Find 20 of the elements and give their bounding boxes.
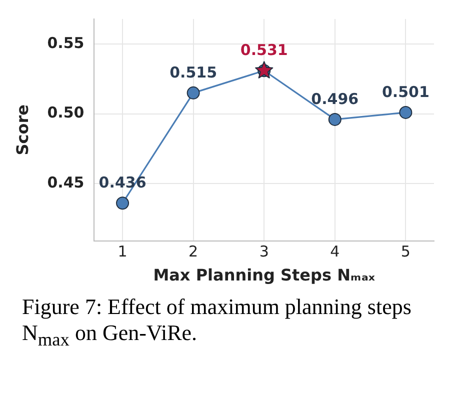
point <box>255 61 274 78</box>
data-label: 0.501 <box>382 82 430 101</box>
x-tick-label: 5 <box>400 242 410 261</box>
x-tick-label: 3 <box>259 242 269 261</box>
point <box>399 106 412 119</box>
y-tick-label: 0.55 <box>47 34 84 52</box>
x-tick-label: 4 <box>330 242 340 261</box>
y-tick-label: 0.50 <box>47 104 84 122</box>
data-label: 0.496 <box>311 90 359 108</box>
data-label: 0.515 <box>170 63 218 82</box>
caption: Figure 7: Effect of maximum planning steps N$_{max}$ on Gen-ViRe. <box>21 293 412 352</box>
x-axis-title: Max Planning Steps Nₘₐₓ <box>153 266 376 285</box>
y-axis-title: Score <box>12 104 32 156</box>
point <box>116 196 130 210</box>
point <box>186 86 200 100</box>
data-label: 0.531 <box>240 41 288 60</box>
point <box>328 112 342 126</box>
x-tick-label: 2 <box>188 242 198 261</box>
y-tick-label: 0.45 <box>47 173 84 192</box>
x-tick-label: 1 <box>118 242 128 261</box>
